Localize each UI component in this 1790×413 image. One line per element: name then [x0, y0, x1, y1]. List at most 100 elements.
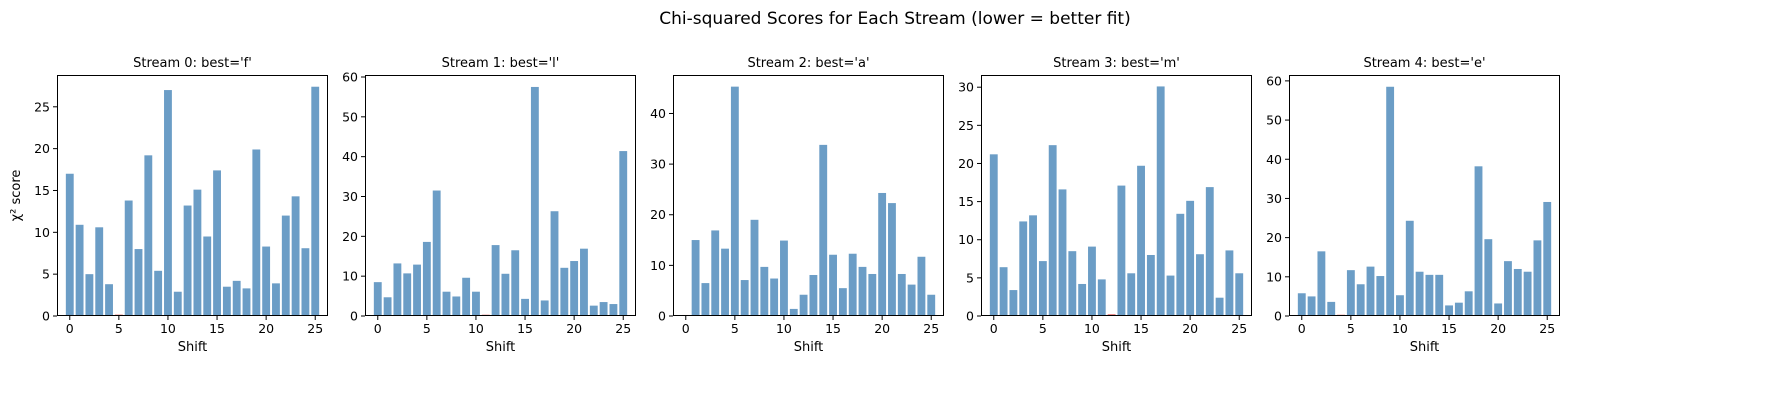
bar — [809, 274, 818, 316]
x-tick-label: 5 — [731, 321, 739, 336]
x-tick-label: 0 — [66, 321, 74, 336]
bar — [75, 224, 84, 316]
bar — [521, 298, 529, 316]
x-axis-label: Shift — [486, 340, 516, 355]
x-tick-label: 10 — [160, 321, 176, 336]
bar — [1235, 273, 1244, 316]
bar — [691, 240, 700, 316]
x-tick-label: 15 — [1441, 321, 1457, 336]
bar — [1405, 220, 1414, 316]
bar — [1484, 239, 1493, 316]
bar — [1386, 86, 1395, 316]
bar — [144, 155, 153, 316]
bar — [1494, 303, 1503, 316]
bar — [1127, 273, 1136, 316]
x-axis-label: Shift — [794, 340, 824, 355]
y-tick-label: 60 — [1266, 73, 1282, 88]
x-tick-label: 5 — [1347, 321, 1355, 336]
x-axis-label: Shift — [1410, 340, 1440, 355]
bar — [619, 151, 628, 316]
bar — [1297, 293, 1306, 316]
y-tick-label: 30 — [958, 80, 974, 95]
bar — [393, 263, 402, 316]
bar — [1009, 290, 1018, 316]
bar — [888, 203, 896, 316]
x-tick-label: 0 — [1298, 321, 1306, 336]
y-tick-label: 15 — [34, 183, 50, 198]
bar — [183, 205, 192, 316]
bar — [124, 200, 133, 316]
bar — [730, 86, 739, 316]
bar — [917, 256, 926, 316]
bar — [301, 248, 310, 316]
bar — [291, 196, 300, 316]
y-tick-label: 25 — [958, 118, 974, 133]
x-tick-label: 25 — [923, 321, 939, 336]
bar — [462, 277, 471, 316]
x-tick-label: 10 — [468, 321, 484, 336]
bar — [1425, 274, 1434, 316]
bar — [1543, 201, 1552, 316]
y-tick-label: 0 — [966, 309, 974, 324]
y-tick-label: 20 — [34, 141, 50, 156]
bar — [422, 241, 431, 316]
y-tick-label: 0 — [42, 309, 50, 324]
bar — [1048, 145, 1057, 316]
subplot-title: Stream 0: best='f' — [133, 56, 252, 71]
bar — [711, 230, 720, 316]
subplot-title: Stream 1: best='l' — [442, 56, 560, 71]
bar — [560, 267, 569, 316]
bar — [789, 308, 798, 316]
x-tick-label: 15 — [209, 321, 225, 336]
y-tick-label: 10 — [958, 232, 974, 247]
bar — [222, 286, 231, 316]
bar — [1513, 268, 1522, 316]
bar — [1317, 251, 1326, 316]
bar — [432, 190, 441, 316]
x-tick-label: 15 — [517, 321, 533, 336]
x-tick-label: 25 — [1539, 321, 1555, 336]
bar — [721, 248, 729, 316]
y-tick-label: 50 — [1266, 113, 1282, 128]
bar — [1464, 291, 1473, 316]
bar — [1523, 271, 1532, 316]
bar — [164, 90, 172, 316]
bar — [1533, 240, 1542, 316]
y-tick-label: 20 — [650, 207, 666, 222]
plot-frame — [365, 75, 636, 316]
bar — [750, 219, 759, 316]
x-tick-label: 20 — [874, 321, 890, 336]
bar — [1415, 271, 1424, 316]
bar — [1058, 189, 1067, 316]
bar — [85, 274, 94, 316]
bar — [1078, 283, 1087, 316]
bar — [1396, 295, 1404, 316]
figure-title: Chi-squared Scores for Each Stream (lowe… — [659, 9, 1130, 29]
y-tick-label: 10 — [34, 225, 50, 240]
x-axis-label: Shift — [178, 340, 208, 355]
subplot-title: Stream 2: best='a' — [747, 56, 869, 71]
subplot-2: Stream 2: best='a' Shift 0 5 10 15 20 25 0 10 20… — [650, 56, 944, 355]
y-tick-label: 20 — [958, 156, 974, 171]
bar — [1215, 297, 1224, 316]
bar — [897, 273, 906, 316]
x-tick-label: 15 — [1133, 321, 1149, 336]
x-tick-label: 5 — [1039, 321, 1047, 336]
bar — [1156, 86, 1165, 316]
bar — [819, 144, 828, 316]
bar — [491, 245, 500, 316]
bar — [154, 270, 163, 316]
x-tick-label: 10 — [1392, 321, 1408, 336]
plot-frame — [57, 75, 328, 316]
x-tick-label: 20 — [1490, 321, 1506, 336]
bar — [472, 291, 480, 316]
bar — [105, 284, 113, 316]
bar — [1166, 275, 1175, 316]
bar — [511, 250, 520, 316]
bar — [501, 273, 510, 316]
bar — [95, 227, 104, 316]
bar — [1346, 270, 1355, 316]
y-tick-label: 20 — [342, 229, 358, 244]
subplot-title: Stream 3: best='m' — [1053, 56, 1180, 71]
